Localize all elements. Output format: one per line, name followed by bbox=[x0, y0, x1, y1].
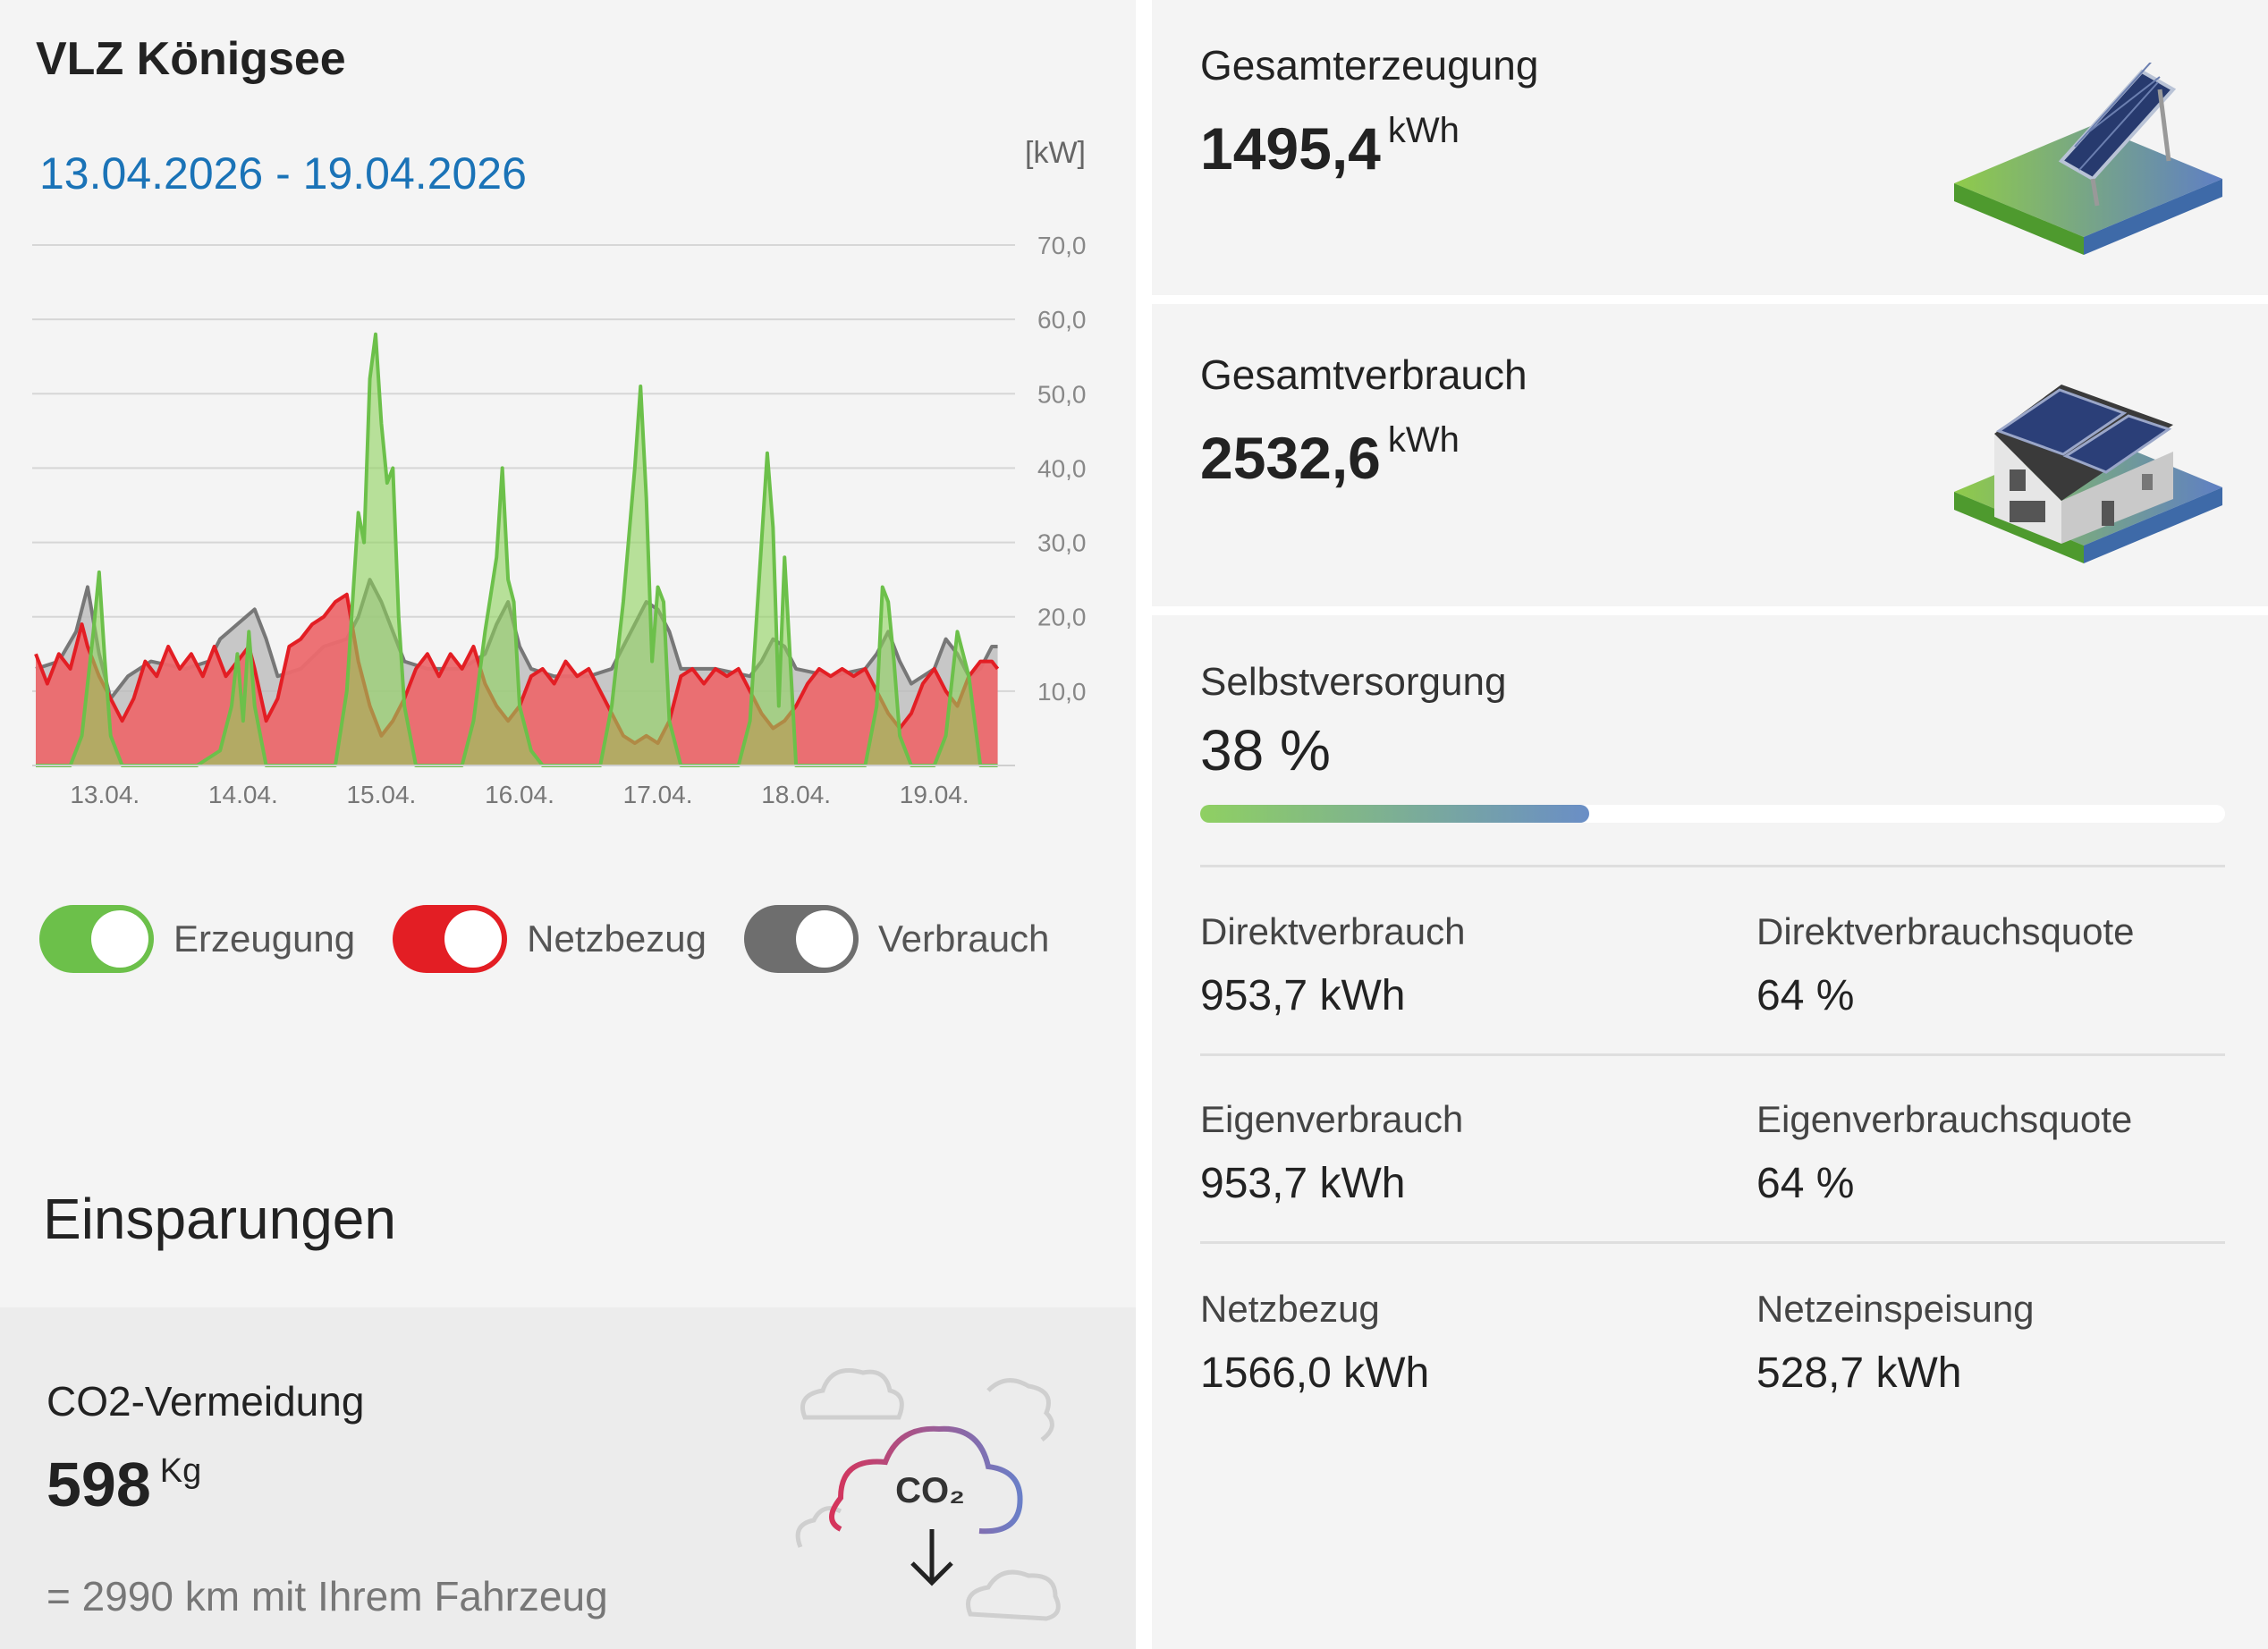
toggle-knob bbox=[91, 910, 148, 968]
co2-equivalent: = 2990 km mit Ihrem Fahrzeug bbox=[47, 1573, 608, 1619]
y-tick-label: 40,0 bbox=[1037, 454, 1087, 482]
stat-label-eigenverbrauch: Eigenverbrauch bbox=[1200, 1098, 1464, 1140]
legend-label-erzeugung: Erzeugung bbox=[173, 918, 356, 960]
generation-value-number: 1495,4 bbox=[1200, 115, 1381, 182]
x-tick-label: 13.04. bbox=[70, 781, 140, 808]
divider bbox=[1200, 865, 2225, 867]
self-supply-label: Selbstversorgung bbox=[1200, 660, 1507, 704]
toggle-erzeugung[interactable] bbox=[39, 905, 154, 973]
co2-unit: Kg bbox=[159, 1452, 202, 1490]
power-chart[interactable]: 10,0 20,0 30,0 40,0 50,0 60,0 70,0 13.04. 14.04.… bbox=[0, 215, 1109, 823]
stat-value-direktverbrauch: 953,7 kWh bbox=[1200, 972, 1406, 1019]
y-tick-label: 50,0 bbox=[1037, 380, 1087, 408]
y-tick-label: 20,0 bbox=[1037, 604, 1087, 631]
consumption-unit: kWh bbox=[1387, 420, 1460, 460]
divider bbox=[1200, 1053, 2225, 1056]
co2-value: 598 Kg bbox=[47, 1449, 201, 1520]
stat-value-direktverbrauchsquote: 64 % bbox=[1756, 972, 1855, 1019]
self-supply-progress bbox=[1200, 805, 2225, 823]
chart-legend: Erzeugung Netzbezug Verbrauch bbox=[39, 905, 1087, 973]
legend-label-verbrauch: Verbrauch bbox=[877, 918, 1050, 960]
legend-label-netzbezug: Netzbezug bbox=[527, 918, 707, 960]
solar-panel-icon bbox=[1954, 63, 2222, 255]
stat-value-eigenverbrauch: 953,7 kWh bbox=[1200, 1160, 1406, 1207]
consumption-value-number: 2532,6 bbox=[1200, 425, 1381, 491]
card-separator bbox=[1152, 606, 2268, 615]
toggle-netzbezug[interactable] bbox=[393, 905, 508, 973]
co2-value-number: 598 bbox=[47, 1450, 151, 1519]
x-tick-label: 18.04. bbox=[761, 781, 831, 808]
co2-card bbox=[0, 1307, 1136, 1649]
y-tick-label: 70,0 bbox=[1037, 232, 1087, 259]
y-tick-label: 10,0 bbox=[1037, 678, 1087, 706]
x-tick-label: 19.04. bbox=[900, 781, 969, 808]
co2-icon-label: CO₂ bbox=[895, 1471, 965, 1510]
generation-label: Gesamterzeugung bbox=[1200, 42, 1539, 89]
column-divider bbox=[1136, 0, 1152, 1649]
self-supply-progress-fill bbox=[1200, 805, 1590, 823]
toggle-knob bbox=[444, 910, 503, 968]
toggle-verbrauch[interactable] bbox=[743, 905, 859, 973]
co2-cloud-icon: CO₂ bbox=[795, 1368, 1061, 1621]
x-tick-label: 16.04. bbox=[485, 781, 554, 808]
consumption-value: 2532,6 kWh bbox=[1200, 420, 1460, 492]
stat-value-eigenverbrauchsquote: 64 % bbox=[1756, 1160, 1855, 1207]
generation-value: 1495,4 kWh bbox=[1200, 111, 1460, 182]
stat-label-direktverbrauch: Direktverbrauch bbox=[1200, 910, 1466, 952]
x-tick-label: 14.04. bbox=[208, 781, 278, 808]
stat-label-netzeinspeisung: Netzeinspeisung bbox=[1756, 1288, 2035, 1330]
stat-label-direktverbrauchsquote: Direktverbrauchsquote bbox=[1756, 910, 2135, 952]
divider bbox=[1200, 1241, 2225, 1244]
generation-unit: kWh bbox=[1387, 111, 1460, 150]
stat-label-eigenverbrauchsquote: Eigenverbrauchsquote bbox=[1756, 1098, 2133, 1140]
house-solar-icon bbox=[1954, 385, 2222, 563]
plant-title: VLZ Königsee bbox=[36, 33, 346, 85]
series-line-erzeugung bbox=[36, 332, 998, 767]
self-supply-value: 38 % bbox=[1200, 718, 1331, 782]
x-tick-label: 15.04. bbox=[346, 781, 416, 808]
co2-title: CO2-Vermeidung bbox=[47, 1378, 365, 1425]
stat-value-netzbezug: 1566,0 kWh bbox=[1200, 1349, 1430, 1397]
stat-label-netzbezug: Netzbezug bbox=[1200, 1288, 1380, 1330]
consumption-label: Gesamtverbrauch bbox=[1200, 351, 1528, 398]
y-tick-label: 30,0 bbox=[1037, 529, 1087, 557]
series-area-erzeugung bbox=[36, 334, 998, 765]
card-separator bbox=[1152, 295, 2268, 304]
x-tick-label: 17.04. bbox=[623, 781, 693, 808]
y-axis-unit: [kW] bbox=[1025, 136, 1086, 170]
toggle-knob bbox=[795, 910, 853, 968]
stat-value-netzeinspeisung: 528,7 kWh bbox=[1756, 1349, 1962, 1397]
y-tick-label: 60,0 bbox=[1037, 306, 1087, 334]
savings-heading: Einsparungen bbox=[43, 1187, 396, 1251]
date-range-selector[interactable]: 13.04.2026 - 19.04.2026 bbox=[39, 148, 527, 199]
